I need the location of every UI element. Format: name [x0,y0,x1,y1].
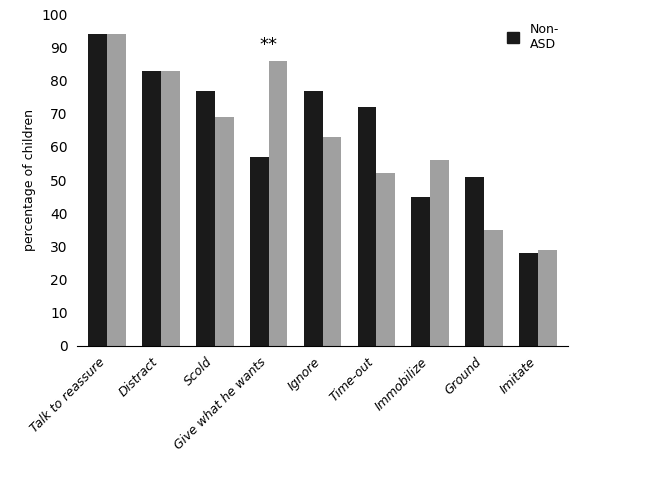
Bar [196,91,215,346]
Bar [304,91,322,346]
Bar [250,157,268,346]
Bar [538,250,557,346]
Bar [322,137,341,346]
Text: **: ** [260,36,277,54]
Bar [465,177,484,346]
Bar [519,253,538,346]
Bar [215,117,233,346]
Bar [88,34,107,346]
Y-axis label: percentage of children: percentage of children [23,109,35,251]
Bar [377,173,395,346]
Bar [142,71,161,346]
Legend: Non-
ASD: Non- ASD [502,18,564,56]
Bar [161,71,180,346]
Bar [268,61,288,346]
Bar [412,197,430,346]
Bar [430,160,449,346]
Bar [484,230,503,346]
Bar [107,34,126,346]
Bar [357,107,377,346]
